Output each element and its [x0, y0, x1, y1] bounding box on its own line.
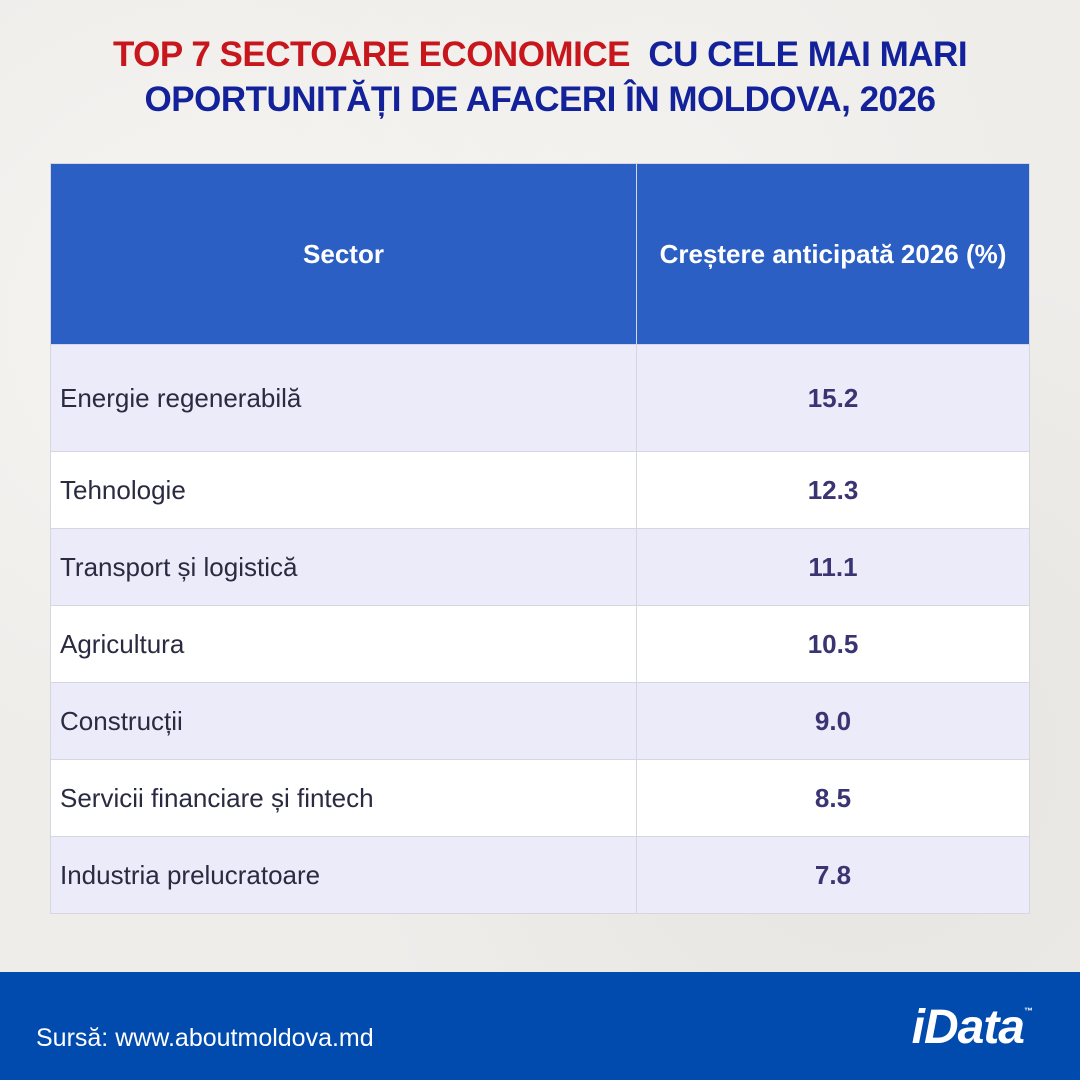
growth-value-cell: 10.5	[636, 605, 1030, 683]
idata-logo: iData™	[911, 1000, 1033, 1055]
sector-cell: Agricultura	[50, 605, 637, 683]
sector-cell: Industria prelucratoare	[50, 836, 637, 914]
sectors-table: Sector Creștere anticipată 2026 (%) Ener…	[50, 163, 1030, 914]
title-red-part: TOP 7 SECTOARE ECONOMICE	[112, 35, 631, 74]
header-sector: Sector	[50, 163, 637, 345]
table-row: Energie regenerabilă 15.2	[50, 344, 1030, 452]
title-line-2: OPORTUNITĂȚI DE AFACERI ÎN MOLDOVA, 2026	[144, 80, 936, 119]
growth-value-cell: 9.0	[636, 682, 1030, 760]
sector-cell: Transport și logistică	[50, 528, 637, 606]
header-growth: Creștere anticipată 2026 (%)	[636, 163, 1030, 345]
logo-tm: ™	[1024, 1006, 1033, 1016]
growth-value-cell: 8.5	[636, 759, 1030, 837]
footer-bar: Sursă: www.aboutmoldova.md iData™	[0, 972, 1080, 1080]
sector-cell: Servicii financiare și fintech	[50, 759, 637, 837]
growth-value-cell: 7.8	[636, 836, 1030, 914]
growth-value-cell: 15.2	[636, 344, 1030, 452]
sector-cell: Energie regenerabilă	[50, 344, 637, 452]
logo-text: iData	[911, 1001, 1025, 1054]
table-row: Servicii financiare și fintech 8.5	[50, 759, 1030, 837]
table-row: Industria prelucratoare 7.8	[50, 836, 1030, 914]
growth-value-cell: 12.3	[636, 451, 1030, 529]
sector-cell: Construcții	[50, 682, 637, 760]
title-blue-part: CU CELE MAI MARI	[648, 35, 968, 74]
header-growth-label: Creștere anticipată 2026 (%)	[659, 239, 1007, 269]
source-text: Sursă: www.aboutmoldova.md	[36, 1024, 374, 1052]
table-header-row: Sector Creștere anticipată 2026 (%)	[50, 163, 1030, 345]
growth-value-cell: 11.1	[636, 528, 1030, 606]
page-title: TOP 7 SECTOARE ECONOMICE CU CELE MAI MAR…	[0, 32, 1080, 122]
table-row: Construcții 9.0	[50, 682, 1030, 760]
table-row: Agricultura 10.5	[50, 605, 1030, 683]
sector-cell: Tehnologie	[50, 451, 637, 529]
table-row: Tehnologie 12.3	[50, 451, 1030, 529]
table-row: Transport și logistică 11.1	[50, 528, 1030, 606]
